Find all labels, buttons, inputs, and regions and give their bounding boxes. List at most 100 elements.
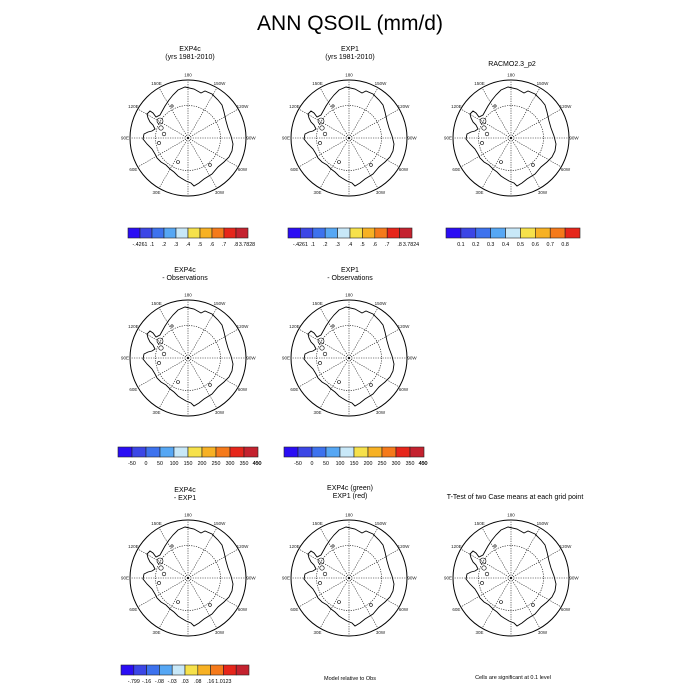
meridian-line (187, 548, 239, 579)
colorbar-label: 0.8 (561, 242, 568, 248)
island-outline (158, 345, 164, 351)
colorbar-label: .03 (181, 679, 188, 685)
colorbar-swatch (151, 227, 165, 239)
meridian-line (460, 577, 512, 608)
colorbar-swatch (127, 227, 141, 239)
longitude-label: 150W (537, 521, 550, 526)
meridian-line (348, 307, 379, 359)
colorbar-label: 0.1 (457, 242, 464, 248)
colorbar-label: 0.6 (532, 242, 539, 248)
island-outline (208, 163, 212, 167)
colorbar-label: .1 (311, 242, 315, 248)
colorbar-swatch (173, 446, 189, 458)
island-outline (499, 600, 503, 604)
island-outline (161, 351, 167, 357)
longitude-label: 60E (290, 167, 298, 172)
colorbar-label: 450 (253, 461, 262, 467)
meridian-line (348, 328, 400, 359)
meridian-line (510, 548, 562, 579)
colorbar-label: -.4261 (293, 242, 308, 248)
colorbar-label: .7 (385, 242, 389, 248)
panel-title-line1: EXP4c (179, 46, 201, 53)
colorbar-swatch (163, 227, 177, 239)
longitude-label: 60E (129, 387, 137, 392)
colorbar-swatch (235, 664, 250, 676)
longitude-label: 60W (399, 387, 409, 392)
longitude-label: 120W (398, 324, 411, 329)
longitude-label: 180 (345, 73, 353, 78)
meridian-line (298, 357, 350, 388)
colorbar-swatch (445, 227, 462, 239)
colorbar-swatch (243, 446, 259, 458)
meridian-line (481, 577, 512, 629)
latitude-circle (155, 545, 221, 611)
colorbar-label: .3 (335, 242, 339, 248)
meridian-line (158, 527, 189, 579)
colorbar-swatch (235, 227, 249, 239)
colorbar-label: .4 (348, 242, 352, 248)
latitude-circle (316, 325, 382, 391)
meridian-line (319, 357, 350, 409)
longitude-label: 90E (282, 356, 290, 361)
island-outline (319, 565, 325, 571)
meridian-line (319, 577, 350, 629)
longitude-label: 30E (152, 410, 160, 415)
figure-title: ANN QSOIL (mm/d) (257, 12, 443, 35)
panel-title: EXP1 - Observations (300, 267, 400, 283)
longitude-label: 90W (569, 136, 579, 141)
antarctica-coastline (303, 306, 395, 407)
island-outline (156, 557, 164, 565)
island-outline (208, 603, 212, 607)
panel-title: EXP4c (green) EXP1 (red) (300, 485, 400, 501)
longitude-label: 30W (538, 630, 548, 635)
colorbar-label: -.03 (168, 679, 177, 685)
colorbar: 0.1 0.2 0.3 0.4 0.5 0.6 0.7 0.8 (445, 227, 581, 248)
colorbar-swatch (300, 227, 314, 239)
meridian-line (187, 137, 218, 189)
meridian-line (348, 108, 400, 139)
longitude-label: 60E (290, 387, 298, 392)
colorbar-swatch (223, 227, 237, 239)
colorbar-label: 3.7824 (403, 242, 419, 248)
colorbar-swatch (409, 446, 425, 458)
island-outline (318, 141, 322, 145)
longitude-label: 30W (215, 410, 225, 415)
latitude-circle (316, 545, 382, 611)
island-outline (337, 380, 341, 384)
longitude-label: 90W (246, 136, 256, 141)
colorbar-label: .16 (207, 679, 214, 685)
longitude-label: 90E (121, 576, 129, 581)
colorbar-label: 150 (184, 461, 193, 467)
longitude-label: 60W (238, 387, 248, 392)
island-outline (484, 571, 490, 577)
meridian-line (460, 137, 512, 168)
colorbar-label: -.16 (142, 679, 151, 685)
island-outline (176, 380, 180, 384)
longitude-label: 90W (407, 356, 417, 361)
panel-title-line2: (yrs 1981-2010) (165, 54, 215, 61)
meridian-line (481, 137, 512, 189)
colorbar-swatch (131, 446, 147, 458)
meridian-line (137, 108, 189, 139)
island-outline (369, 383, 373, 387)
colorbar-label: .8 (397, 242, 401, 248)
colorbar-label: .5 (360, 242, 364, 248)
longitude-label: 120E (289, 324, 300, 329)
colorbar-swatch (283, 446, 299, 458)
island-outline (322, 571, 328, 577)
longitude-label: 150W (537, 81, 550, 86)
longitude-label: 60E (452, 167, 460, 172)
island-outline (322, 351, 328, 357)
longitude-label: 180 (345, 513, 353, 518)
meridian-line (158, 357, 189, 409)
longitude-label: 90E (444, 136, 452, 141)
meridian-line (510, 137, 562, 168)
significance-note: Cells are significant at 0.1 level (475, 675, 551, 681)
longitude-label: 60E (129, 167, 137, 172)
colorbar-label: 400 (419, 461, 428, 467)
island-outline (499, 160, 503, 164)
meridian-line (187, 137, 239, 168)
longitude-label: 150E (474, 81, 485, 86)
antarctica-coastline (465, 526, 557, 627)
